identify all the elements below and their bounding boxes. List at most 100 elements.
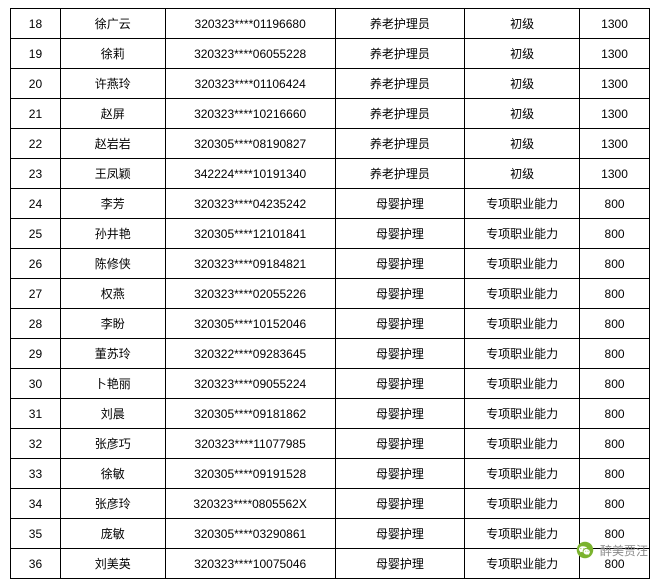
table-cell: 养老护理员 xyxy=(335,159,465,189)
table-row: 30卜艳丽320323****09055224母婴护理专项职业能力800 xyxy=(11,369,650,399)
table-cell: 养老护理员 xyxy=(335,129,465,159)
table-cell: 母婴护理 xyxy=(335,339,465,369)
table-cell: 320305****10152046 xyxy=(165,309,335,339)
table-cell: 母婴护理 xyxy=(335,399,465,429)
table-cell: 陈修侠 xyxy=(60,249,165,279)
table-cell: 徐广云 xyxy=(60,9,165,39)
table-cell: 342224****10191340 xyxy=(165,159,335,189)
table-cell: 24 xyxy=(11,189,61,219)
table-cell: 专项职业能力 xyxy=(465,339,580,369)
table-cell: 刘美英 xyxy=(60,549,165,579)
table-cell: 专项职业能力 xyxy=(465,399,580,429)
table-cell: 母婴护理 xyxy=(335,549,465,579)
table-cell: 董苏玲 xyxy=(60,339,165,369)
table-cell: 刘晨 xyxy=(60,399,165,429)
table-cell: 母婴护理 xyxy=(335,219,465,249)
table-cell: 800 xyxy=(580,309,650,339)
table-cell: 320305****03290861 xyxy=(165,519,335,549)
table-row: 28李盼320305****10152046母婴护理专项职业能力800 xyxy=(11,309,650,339)
table-cell: 许燕玲 xyxy=(60,69,165,99)
table-cell: 800 xyxy=(580,429,650,459)
table-cell: 养老护理员 xyxy=(335,39,465,69)
table-cell: 18 xyxy=(11,9,61,39)
table-cell: 29 xyxy=(11,339,61,369)
table-cell: 母婴护理 xyxy=(335,489,465,519)
table-cell: 专项职业能力 xyxy=(465,249,580,279)
table-cell: 初级 xyxy=(465,99,580,129)
table-cell: 320305****09191528 xyxy=(165,459,335,489)
table-cell: 孙井艳 xyxy=(60,219,165,249)
table-cell: 19 xyxy=(11,39,61,69)
table-cell: 初级 xyxy=(465,129,580,159)
table-row: 31刘晨320305****09181862母婴护理专项职业能力800 xyxy=(11,399,650,429)
footer: 醉美贾汪 xyxy=(576,541,648,559)
table-cell: 专项职业能力 xyxy=(465,309,580,339)
table-row: 25孙井艳320305****12101841母婴护理专项职业能力800 xyxy=(11,219,650,249)
table-cell: 1300 xyxy=(580,9,650,39)
table-cell: 养老护理员 xyxy=(335,9,465,39)
table-cell: 卜艳丽 xyxy=(60,369,165,399)
table-cell: 320322****09283645 xyxy=(165,339,335,369)
table-row: 27权燕320323****02055226母婴护理专项职业能力800 xyxy=(11,279,650,309)
table-cell: 320305****08190827 xyxy=(165,129,335,159)
table-cell: 专项职业能力 xyxy=(465,489,580,519)
table-row: 24李芳320323****04235242母婴护理专项职业能力800 xyxy=(11,189,650,219)
table-cell: 320323****09184821 xyxy=(165,249,335,279)
table-cell: 徐敏 xyxy=(60,459,165,489)
table-cell: 专项职业能力 xyxy=(465,429,580,459)
table-row: 26陈修侠320323****09184821母婴护理专项职业能力800 xyxy=(11,249,650,279)
table-cell: 320323****0805562X xyxy=(165,489,335,519)
table-cell: 徐莉 xyxy=(60,39,165,69)
table-cell: 36 xyxy=(11,549,61,579)
table-row: 29董苏玲320322****09283645母婴护理专项职业能力800 xyxy=(11,339,650,369)
table-cell: 320305****12101841 xyxy=(165,219,335,249)
table-cell: 赵岩岩 xyxy=(60,129,165,159)
table-cell: 张彦巧 xyxy=(60,429,165,459)
table-cell: 800 xyxy=(580,489,650,519)
table-cell: 800 xyxy=(580,459,650,489)
table-cell: 母婴护理 xyxy=(335,459,465,489)
table-cell: 1300 xyxy=(580,159,650,189)
table-cell: 800 xyxy=(580,279,650,309)
table-cell: 1300 xyxy=(580,69,650,99)
table-cell: 1300 xyxy=(580,99,650,129)
table-cell: 320323****06055228 xyxy=(165,39,335,69)
table-cell: 25 xyxy=(11,219,61,249)
table-cell: 800 xyxy=(580,399,650,429)
table-cell: 800 xyxy=(580,339,650,369)
table-cell: 专项职业能力 xyxy=(465,189,580,219)
table-row: 19徐莉320323****06055228养老护理员初级1300 xyxy=(11,39,650,69)
table-row: 32张彦巧320323****11077985母婴护理专项职业能力800 xyxy=(11,429,650,459)
table-cell: 320323****11077985 xyxy=(165,429,335,459)
table-cell: 33 xyxy=(11,459,61,489)
table-cell: 320323****01106424 xyxy=(165,69,335,99)
table-cell: 26 xyxy=(11,249,61,279)
table-cell: 初级 xyxy=(465,9,580,39)
table-cell: 320323****10216660 xyxy=(165,99,335,129)
table-cell: 初级 xyxy=(465,159,580,189)
table-cell: 34 xyxy=(11,489,61,519)
table-cell: 专项职业能力 xyxy=(465,549,580,579)
table-cell: 320323****10075046 xyxy=(165,549,335,579)
table-cell: 1300 xyxy=(580,39,650,69)
table-cell: 21 xyxy=(11,99,61,129)
table-cell: 张彦玲 xyxy=(60,489,165,519)
table-cell: 23 xyxy=(11,159,61,189)
data-table: 18徐广云320323****01196680养老护理员初级130019徐莉32… xyxy=(10,8,650,579)
table-cell: 专项职业能力 xyxy=(465,459,580,489)
table-cell: 35 xyxy=(11,519,61,549)
table-cell: 母婴护理 xyxy=(335,279,465,309)
wechat-icon xyxy=(576,541,594,559)
table-cell: 31 xyxy=(11,399,61,429)
table-cell: 养老护理员 xyxy=(335,99,465,129)
table-cell: 专项职业能力 xyxy=(465,519,580,549)
table-cell: 初级 xyxy=(465,39,580,69)
table-cell: 320323****02055226 xyxy=(165,279,335,309)
table-cell: 1300 xyxy=(580,129,650,159)
table-row: 18徐广云320323****01196680养老护理员初级1300 xyxy=(11,9,650,39)
table-row: 36刘美英320323****10075046母婴护理专项职业能力800 xyxy=(11,549,650,579)
table-cell: 专项职业能力 xyxy=(465,369,580,399)
table-cell: 李芳 xyxy=(60,189,165,219)
table-row: 21赵屏320323****10216660养老护理员初级1300 xyxy=(11,99,650,129)
table-cell: 母婴护理 xyxy=(335,369,465,399)
